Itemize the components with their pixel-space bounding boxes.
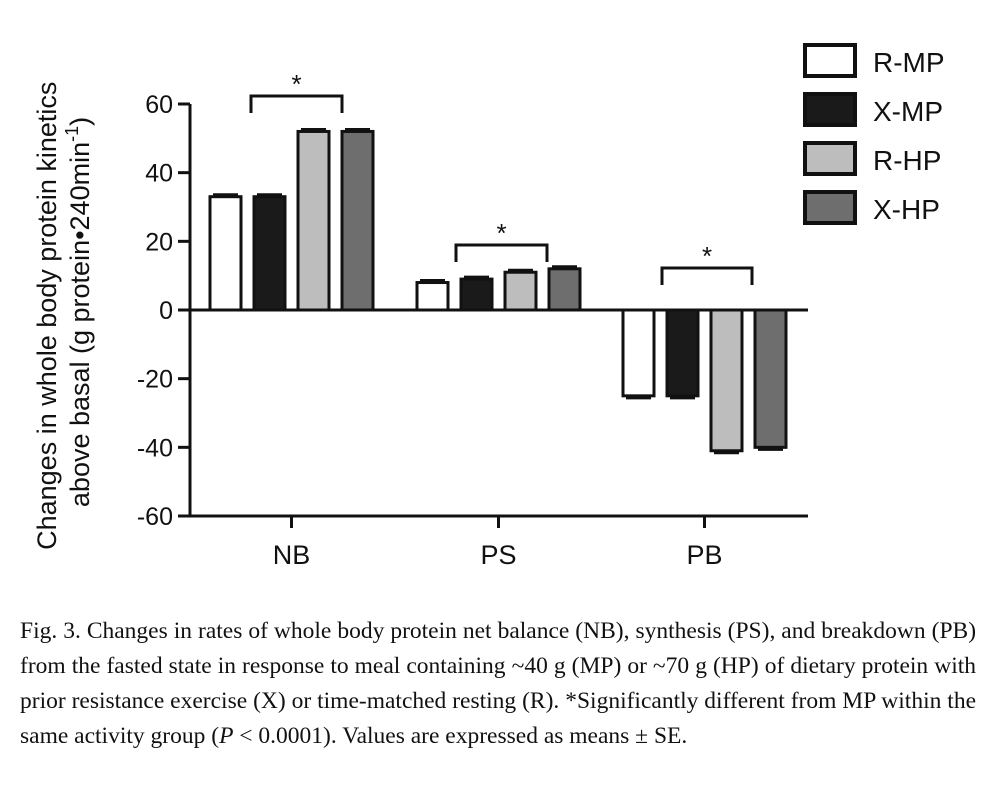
bars xyxy=(208,94,788,455)
y-tick-label: 0 xyxy=(159,297,173,325)
significance-star: * xyxy=(702,241,712,271)
significance-bracket xyxy=(249,94,344,113)
bar-PB-X-MP xyxy=(665,308,700,398)
legend-label-X-HP: X-HP xyxy=(873,194,940,225)
bar-PS-R-HP xyxy=(503,270,538,312)
labels: 60 40 20 0 -20 -40 -60 NB PS PB * * * xyxy=(137,69,723,570)
y-axis-label: Changes in whole body protein kinetics a… xyxy=(32,74,95,550)
y-tick-label: 60 xyxy=(145,91,173,119)
bar-PS-X-MP xyxy=(459,277,494,312)
significance-star: * xyxy=(496,218,506,248)
bar-NB-R-MP xyxy=(208,195,243,312)
y-tick-label: -40 xyxy=(137,434,173,462)
bar-NB-X-MP xyxy=(252,195,287,312)
legend-label-R-MP: R-MP xyxy=(873,47,945,78)
bar-PB-R-MP xyxy=(621,308,656,398)
legend-label-X-MP: X-MP xyxy=(873,96,943,127)
significance-bracket xyxy=(660,266,754,285)
x-tick-label-PS: PS xyxy=(480,540,516,570)
x-tick-label-PB: PB xyxy=(686,540,722,570)
bar-PB-R-HP xyxy=(709,308,744,453)
bar-PB-X-HP xyxy=(753,308,788,449)
caption-line-3: ~40 g (MP) or ~70 g (HP) of dietary prot… xyxy=(20,653,977,714)
significance-bracket xyxy=(454,243,549,262)
axes xyxy=(178,102,808,528)
legend-swatch-X-MP xyxy=(803,92,857,127)
x-tick-label-NB: NB xyxy=(273,540,311,570)
caption-line-4: or time-matched resting (R). *Significan… xyxy=(20,688,976,749)
bar-NB-R-HP xyxy=(296,129,331,312)
legend: R-MP X-MP R-HP X-HP xyxy=(803,43,945,225)
legend-swatch-R-MP xyxy=(803,43,857,78)
legend-swatch-X-HP xyxy=(803,190,857,225)
caption-line-1: Fig. 3. Changes in rates of whole body p… xyxy=(20,618,722,644)
figure-caption: Fig. 3. Changes in rates of whole body p… xyxy=(20,614,976,754)
y-axis-label-close: ) xyxy=(65,117,95,126)
y-tick-label: 40 xyxy=(145,160,173,188)
bar-NB-X-HP xyxy=(340,129,375,312)
bar-chart: 60 40 20 0 -20 -40 -60 NB PS PB * * * Changes in who… xyxy=(32,43,945,570)
y-tick-label: 20 xyxy=(145,228,173,256)
caption-line-2: (PS), and breakdown (PB) from the fasted… xyxy=(20,618,977,679)
y-axis-label-sup: -1 xyxy=(62,126,82,142)
y-axis-label-line2: above basal (g protein•240min xyxy=(65,142,95,507)
significance-star: * xyxy=(291,69,301,99)
legend-swatch-R-HP xyxy=(803,141,857,176)
legend-label-R-HP: R-HP xyxy=(873,145,941,176)
caption-line-5: activity group (P < 0.0001). Values are … xyxy=(74,723,688,749)
y-tick-label: -60 xyxy=(137,503,173,531)
y-tick-label: -20 xyxy=(137,366,173,394)
bar-PS-R-MP xyxy=(415,281,450,312)
bar-PS-X-HP xyxy=(547,267,582,312)
y-axis-label-line1: Changes in whole body protein kinetics xyxy=(32,82,62,550)
